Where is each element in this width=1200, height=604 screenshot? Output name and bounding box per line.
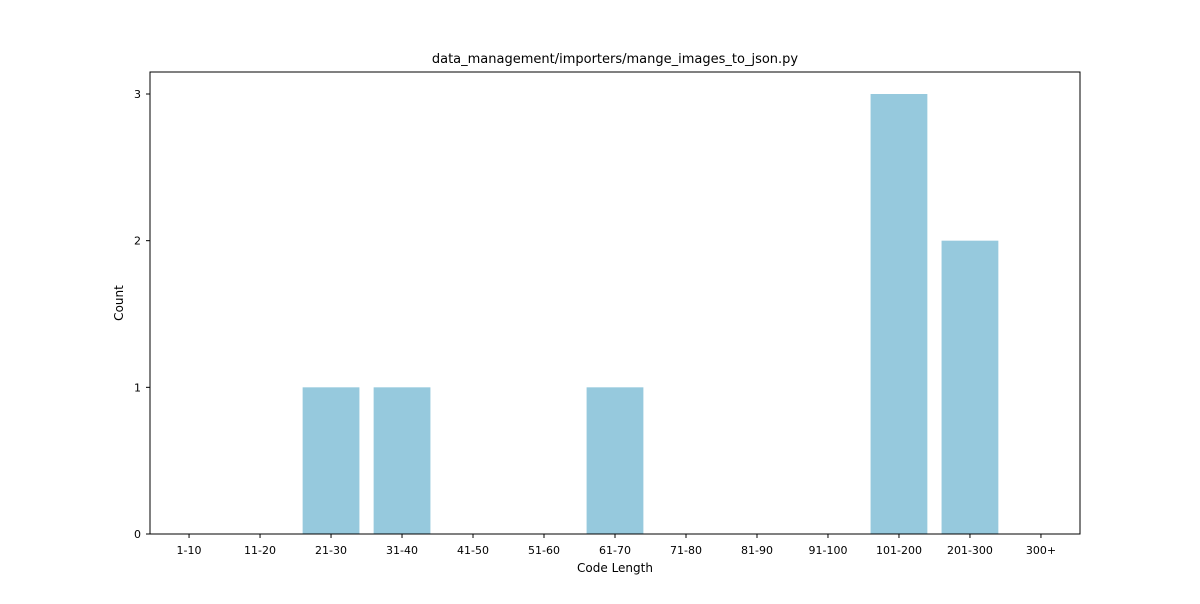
x-tick-label: 51-60 [528, 544, 560, 557]
x-tick-label: 71-80 [670, 544, 702, 557]
x-tick-label: 81-90 [741, 544, 773, 557]
x-tick-label: 1-10 [177, 544, 202, 557]
x-tick-label: 201-300 [947, 544, 993, 557]
y-tick-label: 1 [134, 381, 141, 394]
bars-layer [302, 94, 999, 535]
x-tick-label: 31-40 [386, 544, 418, 557]
chart-title: data_management/importers/mange_images_t… [432, 52, 799, 67]
y-tick-label: 3 [134, 88, 141, 101]
x-axis-label: Code Length [577, 561, 653, 575]
x-axis: 1-10 11-20 21-30 31-40 41-50 51-60 61-70 71-80 8… [177, 534, 1056, 557]
x-tick-label: 101-200 [876, 544, 922, 557]
x-tick-label: 41-50 [457, 544, 489, 557]
y-axis: 0 1 2 3 [134, 88, 150, 541]
x-tick-label: 300+ [1026, 544, 1056, 557]
x-tick-label: 61-70 [599, 544, 631, 557]
x-tick-label: 11-20 [244, 544, 276, 557]
y-tick-label: 2 [134, 235, 141, 248]
bar-101-200 [870, 94, 928, 534]
bar-61-70 [586, 387, 644, 534]
bar-21-30 [302, 387, 360, 534]
y-tick-label: 0 [134, 528, 141, 541]
bar-31-40 [373, 387, 431, 534]
bar-201-300 [941, 240, 999, 535]
x-tick-label: 21-30 [315, 544, 347, 557]
x-tick-label: 91-100 [808, 544, 847, 557]
y-axis-label: Count [112, 285, 126, 321]
